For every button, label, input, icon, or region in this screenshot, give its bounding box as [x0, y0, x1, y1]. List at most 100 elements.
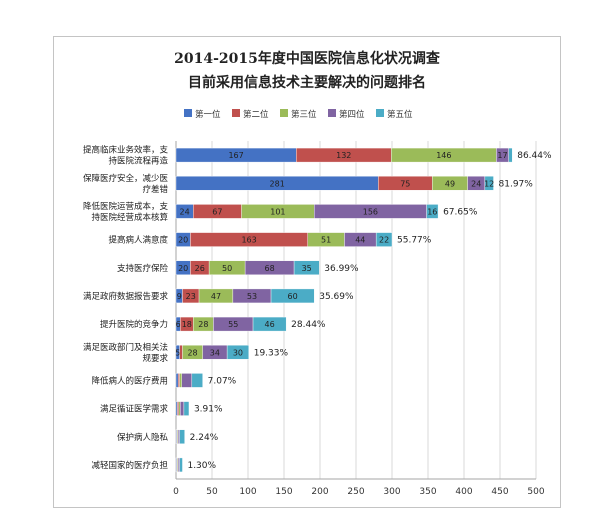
data-label: 30: [233, 348, 243, 357]
category-label: 持医院流程再造: [108, 156, 168, 167]
bar-segment: [179, 429, 185, 444]
category-label: 提升医院的竞争力: [100, 319, 168, 330]
category-label: 满足政府数据报告要求: [83, 291, 169, 302]
data-label: 22: [379, 236, 389, 245]
legend-label-5: 第五位: [387, 109, 413, 120]
data-label: 60: [288, 292, 298, 301]
x-tick-label: 50: [206, 487, 218, 497]
category-label: 降低医院运营成本，支: [83, 201, 169, 212]
data-label: 75: [400, 179, 410, 188]
bar-segment: [226, 345, 249, 360]
legend-swatch-5: [376, 109, 384, 117]
total-percent-label: 7.07%: [208, 376, 237, 386]
bar-segment: [177, 457, 180, 473]
total-percent-label: 2.24%: [190, 433, 219, 443]
x-tick-label: 350: [419, 487, 436, 497]
data-label: 17: [497, 151, 507, 160]
data-label: 146: [436, 151, 451, 160]
bar-segment: [508, 147, 513, 163]
bar-segment: [177, 401, 180, 416]
category-label: 满足医政部门及相关法: [83, 342, 168, 353]
total-percent-label: 86.44%: [517, 151, 552, 161]
total-percent-label: 19.33%: [254, 348, 289, 358]
bar-segment: [484, 176, 494, 191]
data-label: 281: [270, 179, 285, 188]
data-label: 132: [336, 151, 351, 160]
bar-segment: [179, 457, 183, 473]
data-label: 20: [178, 236, 188, 245]
category-label: 持医院经营成本核算: [91, 212, 168, 223]
chart: 2014-2015年度中国医院信息化状况调查目前采用信息技术主要解决的问题排名第…: [83, 50, 552, 497]
data-label: 47: [211, 292, 221, 301]
data-label: 163: [241, 236, 256, 245]
legend-label-3: 第三位: [291, 109, 317, 120]
bar-segment: [177, 429, 180, 444]
bar-segment: [179, 345, 183, 360]
total-percent-label: 3.91%: [194, 405, 223, 415]
category-label: 提高临床业务效率，支: [83, 145, 169, 156]
category-label: 支持医疗保险: [117, 263, 169, 274]
data-label: 16: [427, 207, 437, 216]
data-label: 156: [363, 207, 378, 216]
category-label: 保障医疗安全，减少医: [83, 173, 169, 184]
data-label: 23: [186, 292, 196, 301]
legend-label-1: 第一位: [195, 109, 221, 120]
bar-segment: [270, 288, 315, 304]
legend-swatch-3: [280, 109, 288, 117]
total-percent-label: 1.30%: [187, 461, 216, 471]
bar-segment: [293, 260, 320, 275]
legend-label-4: 第四位: [339, 109, 365, 120]
bar-segment: [175, 373, 179, 388]
data-label: 6: [176, 320, 181, 329]
data-label: 35: [302, 264, 312, 273]
data-label: 68: [265, 264, 275, 273]
legend-label-2: 第二位: [243, 109, 269, 120]
x-tick-label: 300: [383, 487, 400, 497]
legend-swatch-4: [328, 109, 336, 117]
data-label: 24: [180, 207, 190, 216]
x-tick-label: 0: [173, 487, 179, 497]
data-label: 67: [212, 207, 222, 216]
bar-segment: [178, 401, 181, 416]
data-label: 28: [187, 348, 197, 357]
category-label: 减轻国家的医疗负担: [91, 460, 168, 471]
data-label: 12: [484, 179, 494, 188]
chart-frame: 2014-2015年度中国医院信息化状况调查 目前采用信息技术主要解决的问题排名第…: [53, 36, 561, 508]
category-label: 规要求: [142, 353, 168, 364]
bar-segment: [180, 401, 185, 416]
chart-title: 2014-2015年度中国医院信息化状况调查: [174, 50, 441, 67]
total-percent-label: 36.99%: [324, 264, 359, 274]
bar-segment: [181, 373, 193, 388]
category-label: 降低病人的医疗费用: [91, 375, 168, 386]
data-label: 26: [195, 264, 205, 273]
bar-segment: [175, 401, 178, 416]
bar-segment: [179, 373, 182, 388]
x-tick-label: 200: [311, 487, 328, 497]
data-label: 9: [177, 292, 182, 301]
data-label: 18: [182, 320, 192, 329]
data-label: 53: [247, 292, 257, 301]
x-tick-label: 400: [455, 487, 472, 497]
data-label: 101: [270, 207, 285, 216]
data-label: 50: [222, 264, 232, 273]
x-tick-label: 500: [527, 487, 544, 497]
data-label: 51: [321, 236, 331, 245]
total-percent-label: 81.97%: [499, 179, 534, 189]
data-label: 28: [198, 320, 208, 329]
x-tick-label: 100: [239, 487, 256, 497]
total-percent-label: 67.65%: [443, 207, 478, 217]
category-label: 提高病人满意度: [108, 235, 168, 246]
data-label: 44: [355, 236, 365, 245]
data-label: 49: [445, 179, 455, 188]
data-label: 20: [178, 264, 188, 273]
bar-segment: [183, 401, 190, 416]
total-percent-label: 35.69%: [319, 292, 354, 302]
category-label: 满足循证医学需求: [100, 404, 169, 415]
bar-segment: [375, 232, 393, 247]
data-label: 167: [228, 151, 243, 160]
x-tick-label: 150: [275, 487, 292, 497]
data-label: 55: [228, 320, 238, 329]
legend-swatch-2: [232, 109, 240, 117]
total-percent-label: 28.44%: [291, 320, 326, 330]
bar-segment: [177, 373, 180, 388]
